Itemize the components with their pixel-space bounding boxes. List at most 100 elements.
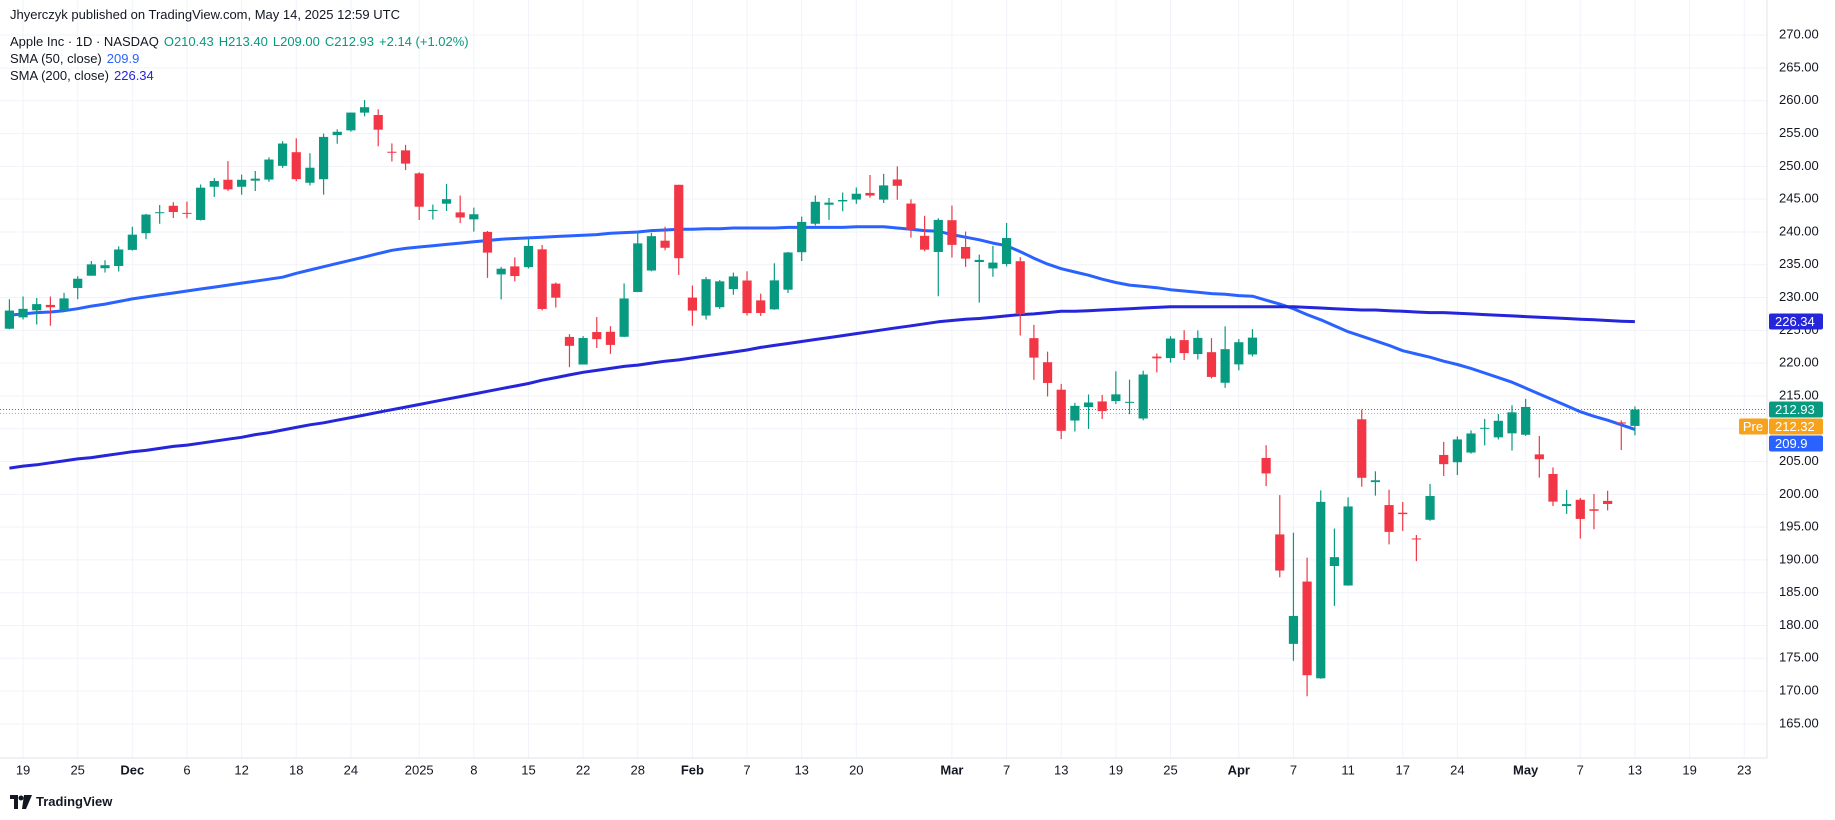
candle-body: [32, 304, 42, 311]
sma-value: 226.34: [114, 68, 154, 83]
candle-body: [1616, 422, 1626, 424]
candle-body: [73, 278, 83, 288]
candle-body: [1165, 338, 1176, 359]
candle-body: [455, 212, 465, 218]
candle-body: [1548, 473, 1558, 502]
x-tick-label: 23: [1737, 762, 1751, 777]
candle-body: [742, 280, 752, 314]
candle-body: [769, 280, 779, 310]
candle-body: [114, 249, 124, 266]
candle-body: [1070, 405, 1080, 421]
legend-close: C212.93: [324, 34, 375, 49]
publish-note: Jhyerczyk published on TradingView.com, …: [10, 7, 400, 22]
candle-body: [1425, 496, 1435, 520]
candle-body: [359, 107, 370, 113]
y-tick-label: 235.00: [1779, 256, 1819, 271]
candle-body: [182, 212, 192, 214]
y-tick-label: 270.00: [1779, 27, 1819, 42]
y-tick-label: 250.00: [1779, 158, 1819, 173]
price-tag: [1769, 418, 1823, 435]
y-tick-label: 260.00: [1779, 92, 1819, 107]
candle-body: [264, 159, 274, 180]
candle-body: [291, 152, 301, 180]
y-tick-label: 215.00: [1779, 387, 1819, 402]
x-tick-label: Mar: [940, 762, 963, 777]
candle-body: [824, 202, 834, 205]
x-tick-label: 7: [1290, 762, 1297, 777]
candle-body: [1124, 401, 1135, 403]
candle-body: [865, 192, 875, 196]
price-tag-label: 209.9: [1775, 436, 1808, 451]
sma-line: [9, 305, 1635, 470]
candle-body: [605, 331, 616, 345]
candle-body: [1275, 534, 1285, 571]
candle-body: [196, 187, 206, 220]
candle-body: [1562, 504, 1572, 507]
candle-body: [346, 112, 356, 131]
y-tick-label: 170.00: [1779, 683, 1819, 698]
candle-body: [168, 205, 178, 213]
candle-body: [1411, 538, 1421, 540]
brand: TradingView: [36, 794, 113, 809]
candle-body: [1234, 342, 1244, 365]
price-tag-label: 212.32: [1775, 419, 1815, 434]
x-tick-label: 18: [289, 762, 303, 777]
candle-body: [1056, 389, 1066, 431]
candle-body: [756, 300, 766, 313]
candle-body: [1521, 406, 1531, 435]
footer-brand: TradingView: [10, 794, 112, 809]
candle-body: [278, 143, 288, 166]
candle-body: [933, 219, 943, 252]
x-tick-label: 7: [743, 762, 750, 777]
candle-body: [1083, 402, 1094, 408]
candle-body: [564, 336, 575, 346]
candle-body: [1398, 512, 1408, 515]
x-tick-label: 19: [16, 762, 30, 777]
candle-body: [1097, 401, 1107, 412]
candle-body: [1452, 439, 1462, 463]
candle-body: [537, 249, 547, 309]
candle-body: [1220, 349, 1230, 383]
candle-body: [961, 246, 971, 259]
candle-body: [1439, 454, 1449, 465]
sma-name: SMA (50, close): [10, 51, 102, 66]
x-tick-label: 28: [631, 762, 645, 777]
x-tick-label: 24: [1450, 762, 1464, 777]
candle-body: [1261, 457, 1271, 474]
candle-body: [646, 236, 657, 271]
candle-body: [988, 262, 998, 269]
x-tick-label: 25: [1163, 762, 1177, 777]
sma-name: SMA (200, close): [10, 68, 109, 83]
candle-body: [127, 234, 137, 250]
candle-body: [1343, 506, 1353, 586]
candle-body: [141, 214, 151, 234]
candle-body: [209, 180, 219, 187]
candle-body: [1493, 420, 1503, 438]
x-tick-label: 20: [849, 762, 863, 777]
candle-body: [797, 221, 807, 253]
candle-body: [1589, 509, 1599, 511]
candle-body: [1370, 480, 1380, 483]
candle-body: [1630, 409, 1640, 426]
candle-body: [1357, 419, 1367, 478]
candle-body: [428, 209, 438, 211]
x-tick-label: 19: [1109, 762, 1123, 777]
candle-body: [100, 265, 110, 269]
x-tick-label: 24: [344, 762, 358, 777]
candle-body: [1288, 615, 1299, 644]
sma-line: [9, 225, 1636, 431]
candle-body: [838, 200, 848, 202]
candle-body: [373, 115, 383, 130]
candle-body: [482, 231, 493, 253]
legend-sma50: SMA (50, close) 209.9: [10, 51, 144, 66]
candle-body: [633, 243, 643, 292]
price-tag: [1769, 313, 1823, 330]
candle-body: [1384, 505, 1394, 532]
candle-body: [701, 279, 711, 316]
y-tick-label: 255.00: [1779, 125, 1819, 140]
candle-body: [155, 212, 165, 214]
candle-body: [18, 308, 28, 318]
candle-body: [469, 214, 479, 220]
x-tick-label: 7: [1577, 762, 1584, 777]
